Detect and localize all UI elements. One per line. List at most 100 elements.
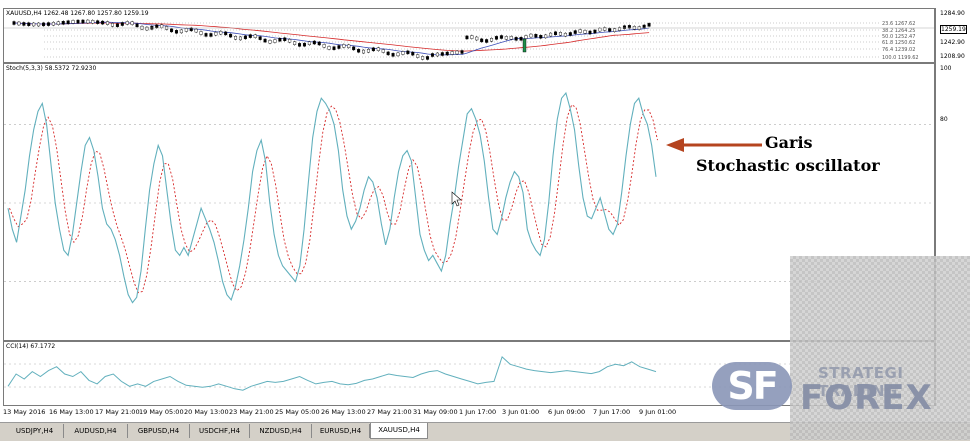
candle-body xyxy=(342,44,346,48)
candle-body xyxy=(135,23,139,28)
candle-body xyxy=(140,25,144,30)
fib-level-label: 61.8 1250.62 xyxy=(882,40,915,46)
candle-body xyxy=(563,32,567,37)
candle-body xyxy=(238,36,242,41)
time-axis-label: 27 May 21:00 xyxy=(367,408,412,416)
candle-body xyxy=(273,39,277,43)
cci-line xyxy=(7,356,657,391)
candle-body xyxy=(337,45,341,49)
stochastic-signal-line xyxy=(9,104,658,294)
price-axis-label: 1208.90 xyxy=(940,53,965,60)
candle-body xyxy=(598,27,602,32)
price-axis-label: 1284.90 xyxy=(940,10,965,17)
candle-body xyxy=(455,50,459,55)
symbol-tab-usdchf-h4[interactable]: USDCHF,H4 xyxy=(190,424,250,438)
current-price-label: 1259.19 xyxy=(940,25,967,34)
candle-body xyxy=(440,52,444,56)
watermark-backdrop xyxy=(790,256,970,440)
candle-body xyxy=(199,31,203,35)
candle-body xyxy=(534,34,538,38)
candle-body xyxy=(327,46,331,50)
candle-body xyxy=(229,33,233,38)
candle-body xyxy=(416,54,420,58)
candle-body xyxy=(37,22,41,27)
symbol-tab-usdjpy-h4[interactable]: USDJPY,H4 xyxy=(6,424,64,438)
candle-body xyxy=(573,30,577,34)
fib-level-label: 100.0 1199.62 xyxy=(882,55,919,61)
candle-body xyxy=(435,52,439,57)
candle-body xyxy=(588,30,592,35)
candle-body xyxy=(115,23,119,27)
candle-body xyxy=(568,32,572,36)
candle-body xyxy=(278,37,282,42)
candle-body xyxy=(460,50,464,54)
candle-body xyxy=(293,41,297,45)
candle-body xyxy=(490,38,494,42)
time-axis-label: 1 Jun 17:00 xyxy=(459,408,497,416)
symbol-tab-audusd-h4[interactable]: AUDUSD,H4 xyxy=(64,424,128,438)
price-pane-label: XAUUSD,H4 1262.48 1267.80 1257.80 1259.1… xyxy=(6,10,149,17)
candle-body xyxy=(347,44,351,49)
candle-body xyxy=(224,31,228,36)
candle-body xyxy=(366,49,370,53)
candle-body xyxy=(558,32,562,36)
candle-body xyxy=(475,36,479,41)
candle-body xyxy=(106,21,110,25)
candle-body xyxy=(480,38,484,43)
candle-body xyxy=(71,20,75,24)
candle-body xyxy=(608,28,612,32)
symbol-tab-xauusd-h4[interactable]: XAUUSD,H4 xyxy=(370,423,428,439)
logo-top-text: STRATEGI TRADING xyxy=(818,364,904,400)
candle-body xyxy=(352,46,356,51)
candle-body xyxy=(150,26,154,30)
candle-body xyxy=(268,40,272,44)
candle-body xyxy=(593,29,597,34)
stochastic-pane[interactable]: Stoch(5,3,3) 58.5372 72.9230 xyxy=(3,63,935,341)
fast-moving-average xyxy=(13,21,650,56)
price-axis-label: 1242.90 xyxy=(940,39,965,46)
candle-body xyxy=(544,34,548,39)
candle-body xyxy=(519,37,523,41)
candle-body xyxy=(42,22,46,27)
fib-level-label: 23.6 1267.62 xyxy=(882,21,915,27)
candle-body xyxy=(253,34,257,38)
candle-body xyxy=(386,51,390,56)
candle-body xyxy=(66,20,70,24)
symbol-tab-eurusd-h4[interactable]: EURUSD,H4 xyxy=(312,424,370,438)
candle-body xyxy=(189,27,193,32)
candle-body xyxy=(101,20,105,25)
candle-body xyxy=(258,36,262,40)
fib-level-label: 50.0 1252.47 xyxy=(882,34,915,40)
time-axis-label: 13 May 2016 xyxy=(3,408,46,416)
candle-body xyxy=(450,51,454,55)
candle-body xyxy=(494,36,498,40)
price-chart-pane[interactable]: XAUUSD,H4 1262.48 1267.80 1257.80 1259.1… xyxy=(3,8,935,63)
time-axis-label: 31 May 09:00 xyxy=(413,408,458,416)
time-axis-label: 9 Jun 01:00 xyxy=(639,408,677,416)
annotation-line1: Garis xyxy=(765,133,813,152)
time-axis: 13 May 2016 16 May 13:00 17 May 21:00 19 Ma… xyxy=(3,406,970,420)
time-axis-label: 7 Jun 17:00 xyxy=(593,408,631,416)
candle-body xyxy=(91,20,95,24)
candle-body xyxy=(81,19,85,24)
candle-body xyxy=(302,42,306,47)
candle-body xyxy=(470,35,474,39)
symbol-tab-nzdusd-h4[interactable]: NZDUSD,H4 xyxy=(250,424,312,438)
symbol-tab-gbpusd-h4[interactable]: GBPUSD,H4 xyxy=(128,424,190,438)
candle-body xyxy=(554,31,558,36)
logo-bottom-text: FOREX xyxy=(800,378,933,418)
time-axis-label: 17 May 21:00 xyxy=(95,408,140,416)
stoch-axis-label: 80 xyxy=(940,116,948,123)
candle-body xyxy=(46,22,50,26)
candle-body xyxy=(647,23,651,27)
candle-body xyxy=(317,41,321,46)
candle-body xyxy=(499,35,503,39)
candle-body xyxy=(204,33,208,37)
candle-body xyxy=(539,35,543,39)
candle-body xyxy=(401,51,405,55)
candle-body xyxy=(504,36,508,40)
candle-body xyxy=(12,21,16,25)
time-axis-label: 26 May 13:00 xyxy=(321,408,366,416)
candle-body xyxy=(445,51,449,56)
